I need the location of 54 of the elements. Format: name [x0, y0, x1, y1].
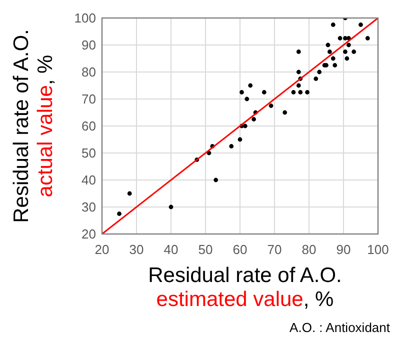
point [248, 83, 253, 88]
x-tick-label: 40 [164, 242, 178, 257]
point [343, 50, 348, 54]
point [229, 144, 234, 148]
x-tick-label: 80 [302, 242, 316, 257]
point [305, 90, 310, 94]
text: A.O. : Antioxidant [290, 320, 390, 335]
point [328, 50, 332, 54]
point [282, 110, 288, 115]
point [338, 36, 342, 40]
x-tick-label: 60 [232, 242, 248, 257]
y-tick-label: 90 [82, 38, 96, 53]
y-tick-label: 80 [82, 64, 96, 80]
point [330, 56, 336, 61]
point [168, 204, 174, 210]
point [296, 50, 301, 54]
point [296, 70, 301, 74]
y-tick-label: 20 [82, 226, 96, 242]
x-tick-label: 20 [94, 242, 110, 257]
point [317, 70, 322, 74]
point [262, 90, 266, 94]
point [252, 117, 256, 122]
point [242, 124, 248, 128]
point [238, 137, 242, 142]
point [244, 96, 250, 102]
point [330, 22, 336, 27]
point [346, 42, 351, 48]
point [326, 42, 330, 48]
y-tick-label: 100 [74, 10, 96, 26]
x-tick-label: 50 [198, 242, 213, 257]
point [365, 36, 370, 40]
point [344, 56, 350, 61]
y-tick-label: 70 [82, 92, 96, 107]
point [298, 90, 303, 94]
y-tick-label: 50 [82, 146, 96, 161]
x-axis-title: Residual rate of A.O. estimated value, % [148, 264, 342, 311]
point [117, 212, 122, 216]
point [314, 76, 318, 81]
x-tick-label: 30 [129, 242, 144, 257]
point [240, 90, 244, 94]
x-tick-label: 90 [336, 242, 351, 257]
point [268, 104, 274, 108]
point [332, 63, 338, 68]
y-tick-label: 40 [82, 172, 96, 188]
point [296, 83, 301, 88]
point [358, 22, 363, 27]
point [291, 90, 296, 94]
point [352, 50, 356, 54]
y-tick-label: 60 [82, 118, 96, 134]
point [214, 178, 218, 182]
x-tick-label: 70 [267, 242, 282, 257]
point [127, 191, 132, 196]
x-tick-label: 100 [367, 242, 389, 257]
y-tick-label: 30 [82, 200, 96, 215]
